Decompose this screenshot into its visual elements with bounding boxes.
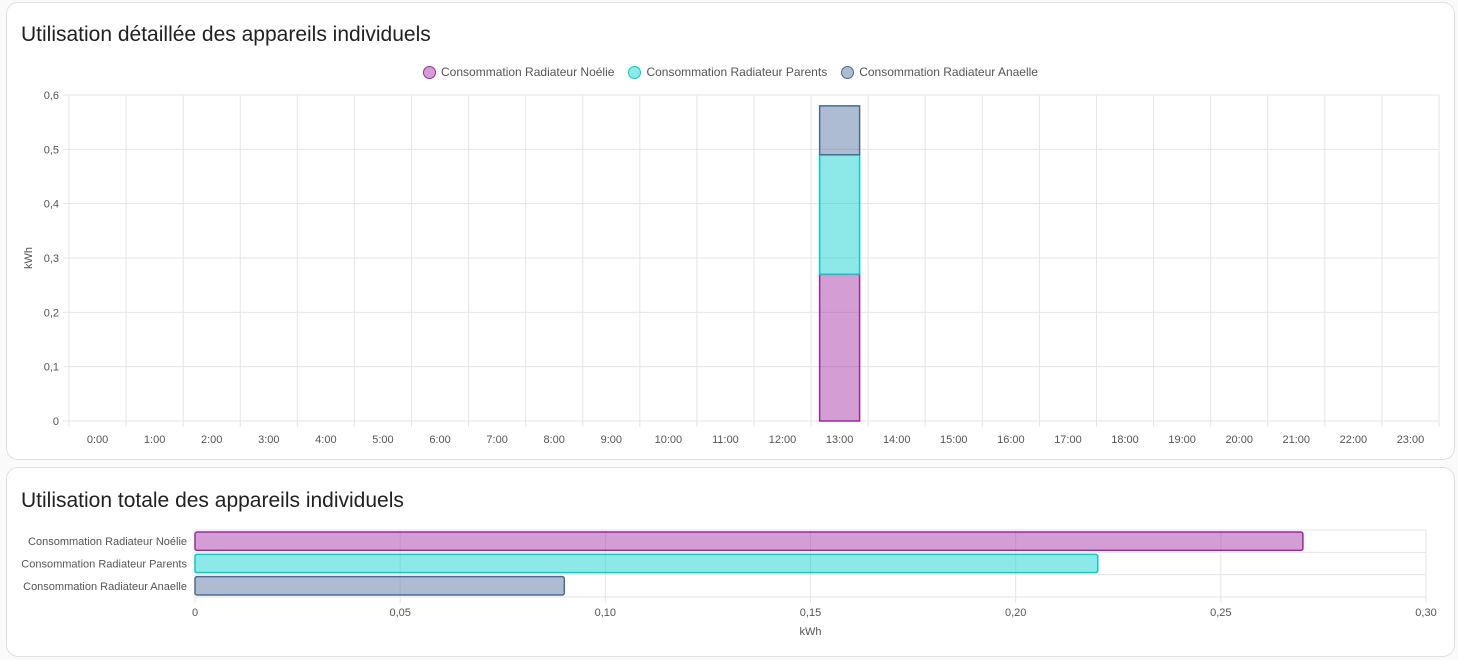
legend-label: Consommation Radiateur Parents (646, 65, 828, 79)
x-tick-label: 20:00 (1225, 434, 1253, 446)
legend-label: Consommation Radiateur Noélie (441, 65, 615, 79)
x-tick-label: 11:00 (712, 434, 739, 446)
stacked-hourly-bar-chart: 0 0,1 0,2 0,3 0,4 0,5 0,6 0:00 1:00 2:00 3:00 4:00 5… (23, 90, 1440, 446)
x-tick-label: 19:00 (1168, 434, 1196, 446)
x-tick-label: 0,20 (1005, 607, 1026, 619)
total-horizontal-bar-chart: 0 0,05 0,10 0,15 0,20 0,25 0,30 kWh Consommation… (21, 529, 1437, 638)
y-tick-label: 0,1 (44, 362, 59, 374)
y-tick-label: Consommation Radiateur Noélie (28, 536, 187, 548)
legend-item[interactable]: Consommation Radiateur Parents (628, 65, 827, 79)
x-tick-label: 0,25 (1210, 607, 1231, 619)
x-tick-label: 15:00 (940, 434, 968, 446)
x-tick-label: 2:00 (201, 434, 222, 446)
y-tick-label: Consommation Radiateur Parents (21, 559, 187, 571)
bar[interactable] (194, 575, 566, 596)
detailed-usage-title: Utilisation détaillée des appareils indi… (21, 23, 431, 46)
x-tick-label: 9:00 (601, 434, 622, 446)
x-tick-label: 7:00 (486, 434, 507, 446)
x-tick-label: 0,30 (1415, 607, 1436, 619)
y-tick-label: 0,2 (44, 307, 59, 319)
legend-label: Consommation Radiateur Anaelle (859, 65, 1038, 79)
x-tick-label: 22:00 (1340, 434, 1368, 446)
bar-segment[interactable] (818, 273, 861, 422)
legend-swatch (841, 65, 855, 79)
x-tick-label: 13:00 (826, 434, 854, 446)
bar[interactable] (194, 531, 1304, 552)
legend-swatch (628, 65, 642, 79)
x-tick-label: 0,05 (389, 607, 410, 619)
legend-item[interactable]: Consommation Radiateur Noélie (423, 65, 614, 79)
y-tick-label: Consommation Radiateur Anaelle (23, 581, 187, 593)
x-tick-label: 21:00 (1283, 434, 1311, 446)
x-tick-label: 17:00 (1054, 434, 1082, 446)
y-tick-label: 0,3 (44, 253, 59, 265)
legend-item[interactable]: Consommation Radiateur Anaelle (841, 65, 1038, 79)
x-tick-label: 0,10 (595, 607, 616, 619)
x-tick-label: 14:00 (883, 434, 911, 446)
bar-segment[interactable] (818, 105, 861, 156)
x-tick-label: 8:00 (543, 434, 564, 446)
detailed-usage-card: Utilisation détaillée des appareils indi… (6, 2, 1455, 460)
y-tick-label: 0,5 (44, 144, 59, 156)
total-usage-card: Utilisation totale des appareils individ… (6, 467, 1455, 657)
y-tick-label: 0,4 (44, 199, 59, 211)
x-tick-label: 3:00 (258, 434, 279, 446)
x-tick-label: 12:00 (769, 434, 797, 446)
x-tick-label: 4:00 (315, 434, 336, 446)
legend-swatch (423, 65, 437, 79)
x-tick-label: 16:00 (997, 434, 1025, 446)
chart-legend: Consommation Radiateur Noélie Consommatio… (7, 65, 1454, 79)
x-tick-label: 23:00 (1397, 434, 1425, 446)
x-tick-label: 10:00 (655, 434, 683, 446)
x-tick-label: 6:00 (429, 434, 450, 446)
x-tick-label: 0,15 (800, 607, 821, 619)
x-tick-label: 0:00 (87, 434, 108, 446)
y-tick-label: 0,6 (44, 90, 59, 102)
x-tick-label: 0 (192, 607, 198, 619)
y-tick-label: 0 (53, 416, 59, 428)
x-tick-label: 5:00 (372, 434, 393, 446)
total-usage-title: Utilisation totale des appareils individ… (21, 489, 404, 512)
bar[interactable] (194, 553, 1099, 574)
x-tick-label: 1:00 (144, 434, 165, 446)
x-axis-label: kWh (800, 626, 822, 638)
y-axis-label: kWh (23, 247, 35, 269)
bar-segment[interactable] (818, 154, 861, 276)
x-tick-label: 18:00 (1111, 434, 1139, 446)
